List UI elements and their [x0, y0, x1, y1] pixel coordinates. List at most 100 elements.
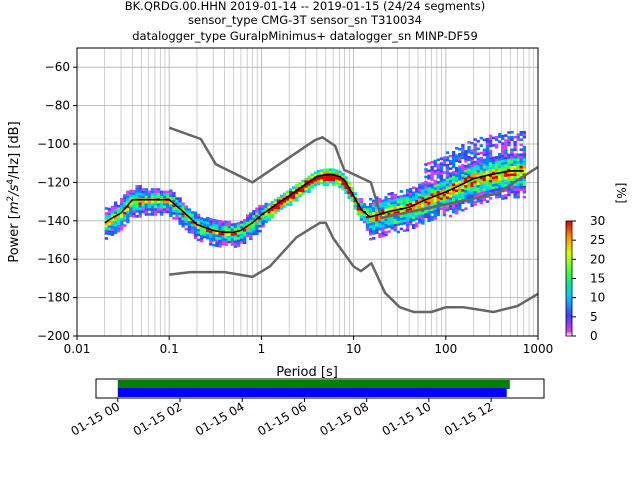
psd-heat-cell — [242, 228, 247, 232]
psd-heat-cell — [193, 224, 198, 227]
psd-heat-cell — [516, 193, 520, 196]
psd-heat-cell — [436, 163, 440, 167]
psd-heat-cell — [396, 220, 400, 224]
psd-heat-cell — [390, 212, 394, 215]
psd-heat-cell — [301, 187, 305, 190]
psd-heat-cell — [310, 176, 314, 179]
psd-heat-cell — [126, 193, 130, 196]
psd-heat-cell — [522, 185, 526, 189]
psd-heat-cell — [295, 191, 299, 195]
psd-heat-cell — [375, 218, 379, 222]
psd-heat-cell — [347, 184, 351, 187]
psd-heat-cell — [405, 201, 410, 204]
psd-heat-cell — [491, 156, 496, 160]
psd-heat-cell — [494, 178, 499, 182]
psd-heat-cell — [482, 176, 487, 179]
psd-heat-cell — [172, 194, 176, 198]
psd-heat-cell — [150, 200, 155, 204]
psd-heat-cell — [218, 222, 222, 226]
psd-heat-cell — [479, 159, 483, 162]
psd-heat-cell — [144, 205, 148, 209]
psd-heat-cell — [255, 222, 259, 226]
psd-heat-cell — [399, 202, 404, 206]
psd-heat-cell — [467, 170, 471, 174]
psd-heat-cell — [494, 168, 499, 172]
psd-heat-cell — [467, 180, 471, 184]
psd-heat-cell — [212, 231, 216, 235]
psd-heat-cell — [169, 201, 173, 205]
psd-heat-cell — [485, 182, 490, 186]
psd-heat-cell — [362, 203, 367, 206]
psd-heat-cell — [381, 202, 385, 205]
psd-heat-cell — [482, 151, 487, 154]
psd-heat-cell — [289, 190, 293, 194]
psd-heat-cell — [451, 210, 456, 214]
psd-heat-cell — [196, 238, 201, 242]
title-line-2: sensor_type CMG-3T sensor_sn T310034 — [188, 13, 422, 27]
psd-heat-cell — [507, 173, 511, 177]
psd-heat-cell — [285, 200, 290, 204]
psd-heat-cell — [273, 201, 278, 204]
psd-heat-cell — [113, 206, 118, 210]
psd-heat-cell — [451, 155, 456, 159]
psd-heat-cell — [218, 242, 222, 246]
psd-heat-cell — [246, 219, 250, 223]
psd-heat-cell — [408, 220, 413, 223]
psd-heat-cell — [113, 231, 118, 235]
psd-heat-cell — [144, 190, 148, 194]
psd-heat-cell — [476, 167, 480, 171]
psd-heat-cell — [381, 234, 385, 238]
psd-heat-cell — [384, 218, 388, 222]
psd-heat-cell — [110, 213, 115, 216]
psd-heat-cell — [193, 219, 198, 222]
psd-heat-cell — [199, 217, 204, 220]
psd-heat-cell — [433, 214, 437, 218]
psd-heat-cell — [461, 171, 465, 175]
psd-heat-cell — [494, 188, 499, 192]
psd-heat-cell — [246, 221, 250, 225]
psd-heat-cell — [378, 197, 382, 201]
psd-heat-cell — [516, 183, 520, 186]
psd-heat-cell — [120, 222, 124, 226]
psd-heat-cell — [451, 188, 456, 191]
psd-heat-cell — [510, 138, 514, 142]
psd-heat-cell — [132, 195, 136, 198]
psd-heat-cell — [393, 226, 397, 229]
psd-heat-cell — [399, 227, 404, 231]
psd-heat-cell — [507, 193, 511, 197]
psd-heat-cell — [203, 223, 207, 226]
psd-heat-cell — [433, 179, 437, 183]
psd-heat-cell — [451, 185, 456, 189]
psd-heat-cell — [163, 203, 167, 206]
psd-heat-cell — [424, 188, 428, 191]
psd-heat-cell — [153, 210, 158, 214]
psd-heat-cell — [199, 227, 204, 230]
psd-heat-cell — [338, 185, 342, 189]
psd-heat-cell — [212, 223, 216, 227]
psd-heat-cell — [427, 182, 431, 185]
psd-heat-cell — [169, 189, 173, 193]
psd-heat-cell — [116, 209, 121, 213]
psd-heat-cell — [436, 183, 440, 187]
psd-heat-cell — [332, 178, 336, 182]
psd-heat-cell — [292, 198, 296, 202]
psd-heat-cell — [203, 220, 207, 224]
y-axis-ticks: −60−80−100−120−140−160−180−200 — [37, 60, 77, 343]
psd-heat-cell — [393, 211, 397, 214]
psd-heat-cell — [439, 197, 444, 200]
psd-heat-cell — [458, 187, 462, 191]
psd-heat-cell — [488, 174, 493, 178]
psd-heat-cell — [421, 219, 425, 223]
psd-heat-cell — [494, 160, 499, 164]
psd-heat-cell — [156, 190, 161, 194]
psd-heat-cell — [519, 170, 523, 174]
psd-heat-cell — [264, 220, 268, 223]
psd-heat-cell — [353, 199, 357, 203]
psd-heat-cell — [199, 222, 204, 225]
psd-heat-cell — [445, 198, 450, 202]
psd-heat-cell — [473, 190, 477, 194]
psd-heat-cell — [230, 225, 235, 229]
x-tick-label: 0.01 — [64, 342, 91, 356]
psd-heat-cell — [522, 153, 526, 157]
psd-heat-cell — [356, 197, 361, 201]
